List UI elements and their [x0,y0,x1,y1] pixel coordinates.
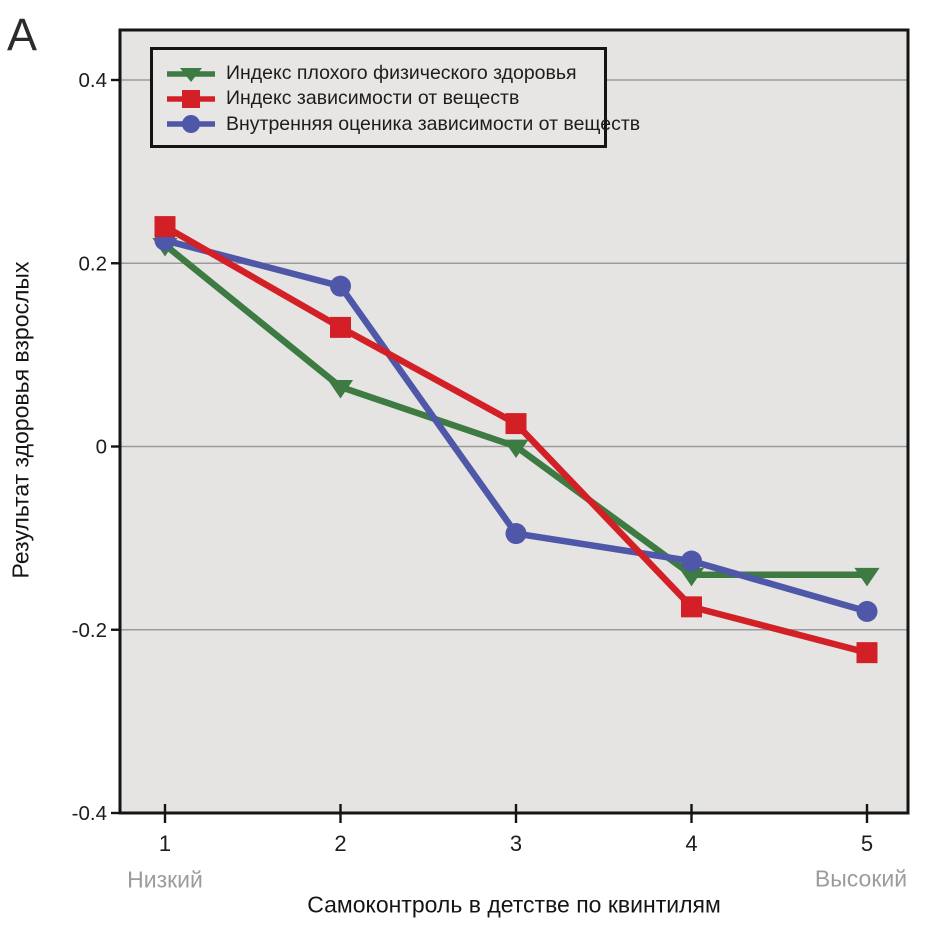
y-tick-label: 0.4 [79,69,108,92]
data-point-marker [327,380,354,399]
panel-label: A [7,9,38,60]
legend-marker-square-icon [167,89,215,108]
legend-item: Внутренняя оценика зависимости от вещест… [165,112,640,137]
x-tick-label: 3 [510,831,522,856]
x-tick-label: 5 [861,831,873,856]
data-point-marker [330,275,351,297]
legend-marker-shape [180,67,202,82]
data-point-marker [681,550,702,572]
legend-marker-shape [182,89,200,108]
data-point-marker [330,316,351,338]
legend: Индекс плохого физического здоровья Индек… [150,47,640,148]
data-point-marker [503,439,529,459]
legend-marker-circle-icon [167,115,215,134]
data-point-marker [854,567,880,587]
x-tick-label: 2 [334,831,346,856]
data-point-marker [505,523,527,545]
data-point-marker [505,413,527,435]
y-tick-label: -0.4 [72,802,107,825]
x-axis-high-label: Высокий [814,865,908,892]
x-tick-label: 1 [159,831,171,856]
x-axis-low-label: Низкий [127,866,203,893]
data-point-marker [856,642,878,664]
data-point-marker [678,567,705,587]
y-tick-label: 0.2 [79,252,108,275]
legend-marker-triangle-down-icon [167,67,215,82]
legend-label: Внутренняя оценика зависимости от вещест… [226,112,641,135]
plot-frame [118,28,910,815]
data-point-marker [681,596,702,618]
y-tick-label: -0.2 [72,619,107,642]
legend-marker-shape [182,115,200,134]
legend-item: Индекс плохого физического здоровья [165,61,594,86]
legend-item: Индекс зависимости от веществ [165,86,594,111]
data-point-marker [856,600,878,622]
x-axis-title: Самоконтроль в детстве по квинтилям [307,891,721,918]
data-point-marker [154,216,176,238]
x-tick-label: 4 [685,831,697,856]
y-axis-title: Результат здоровья взрослых [7,261,34,579]
legend-label: Индекс плохого физического здоровья [226,62,577,85]
y-tick-label: 0 [96,436,107,459]
legend-label: Индекс зависимости от веществ [226,87,520,110]
